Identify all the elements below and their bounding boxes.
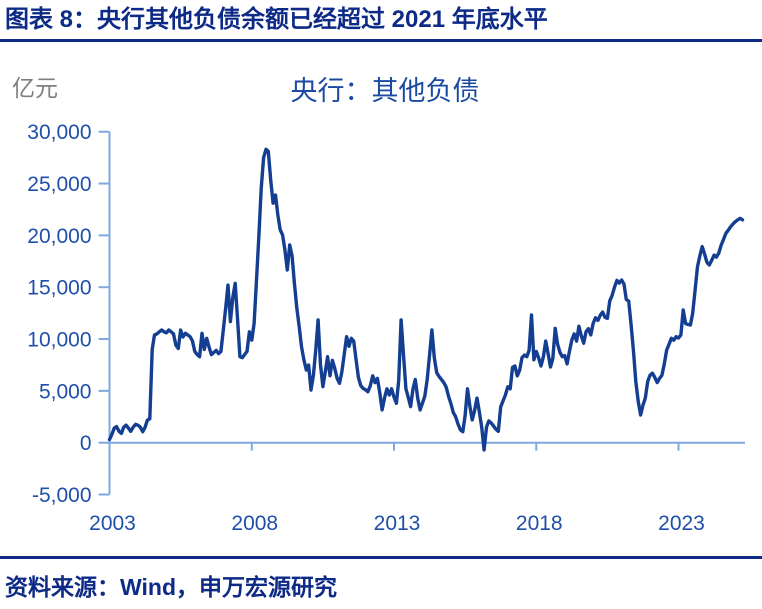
tick-labels: -5,000 0 5,000 10,000 15,000 20,000 25,000 30,0… [27,121,705,535]
series-line [107,147,745,452]
source-note: 资料来源：Wind，申万宏源研究 [5,574,337,600]
unit-label: 亿元 [12,75,58,101]
x-tick-label: 2023 [658,512,705,535]
y-tick-label: 20,000 [27,225,91,248]
y-tick-label: 30,000 [27,121,91,144]
chart-title: 央行：其他负债 [291,76,480,106]
x-tick-label: 2008 [231,512,278,535]
header-rule [0,39,762,42]
axes [98,130,745,496]
y-tick-label: 15,000 [27,277,91,300]
figure-title: 图表 8：央行其他负债余额已经超过 2021 年底水平 [5,6,548,33]
y-tick-label: -5,000 [32,484,92,507]
footer-rule [0,556,762,559]
x-tick-label: 2018 [516,512,563,535]
y-tick-label: 0 [80,432,92,455]
y-tick-label: 5,000 [39,380,92,403]
y-tick-label: 10,000 [27,329,91,352]
x-tick-label: 2003 [89,512,136,535]
y-tick-label: 25,000 [27,173,91,196]
x-tick-label: 2013 [374,512,421,535]
